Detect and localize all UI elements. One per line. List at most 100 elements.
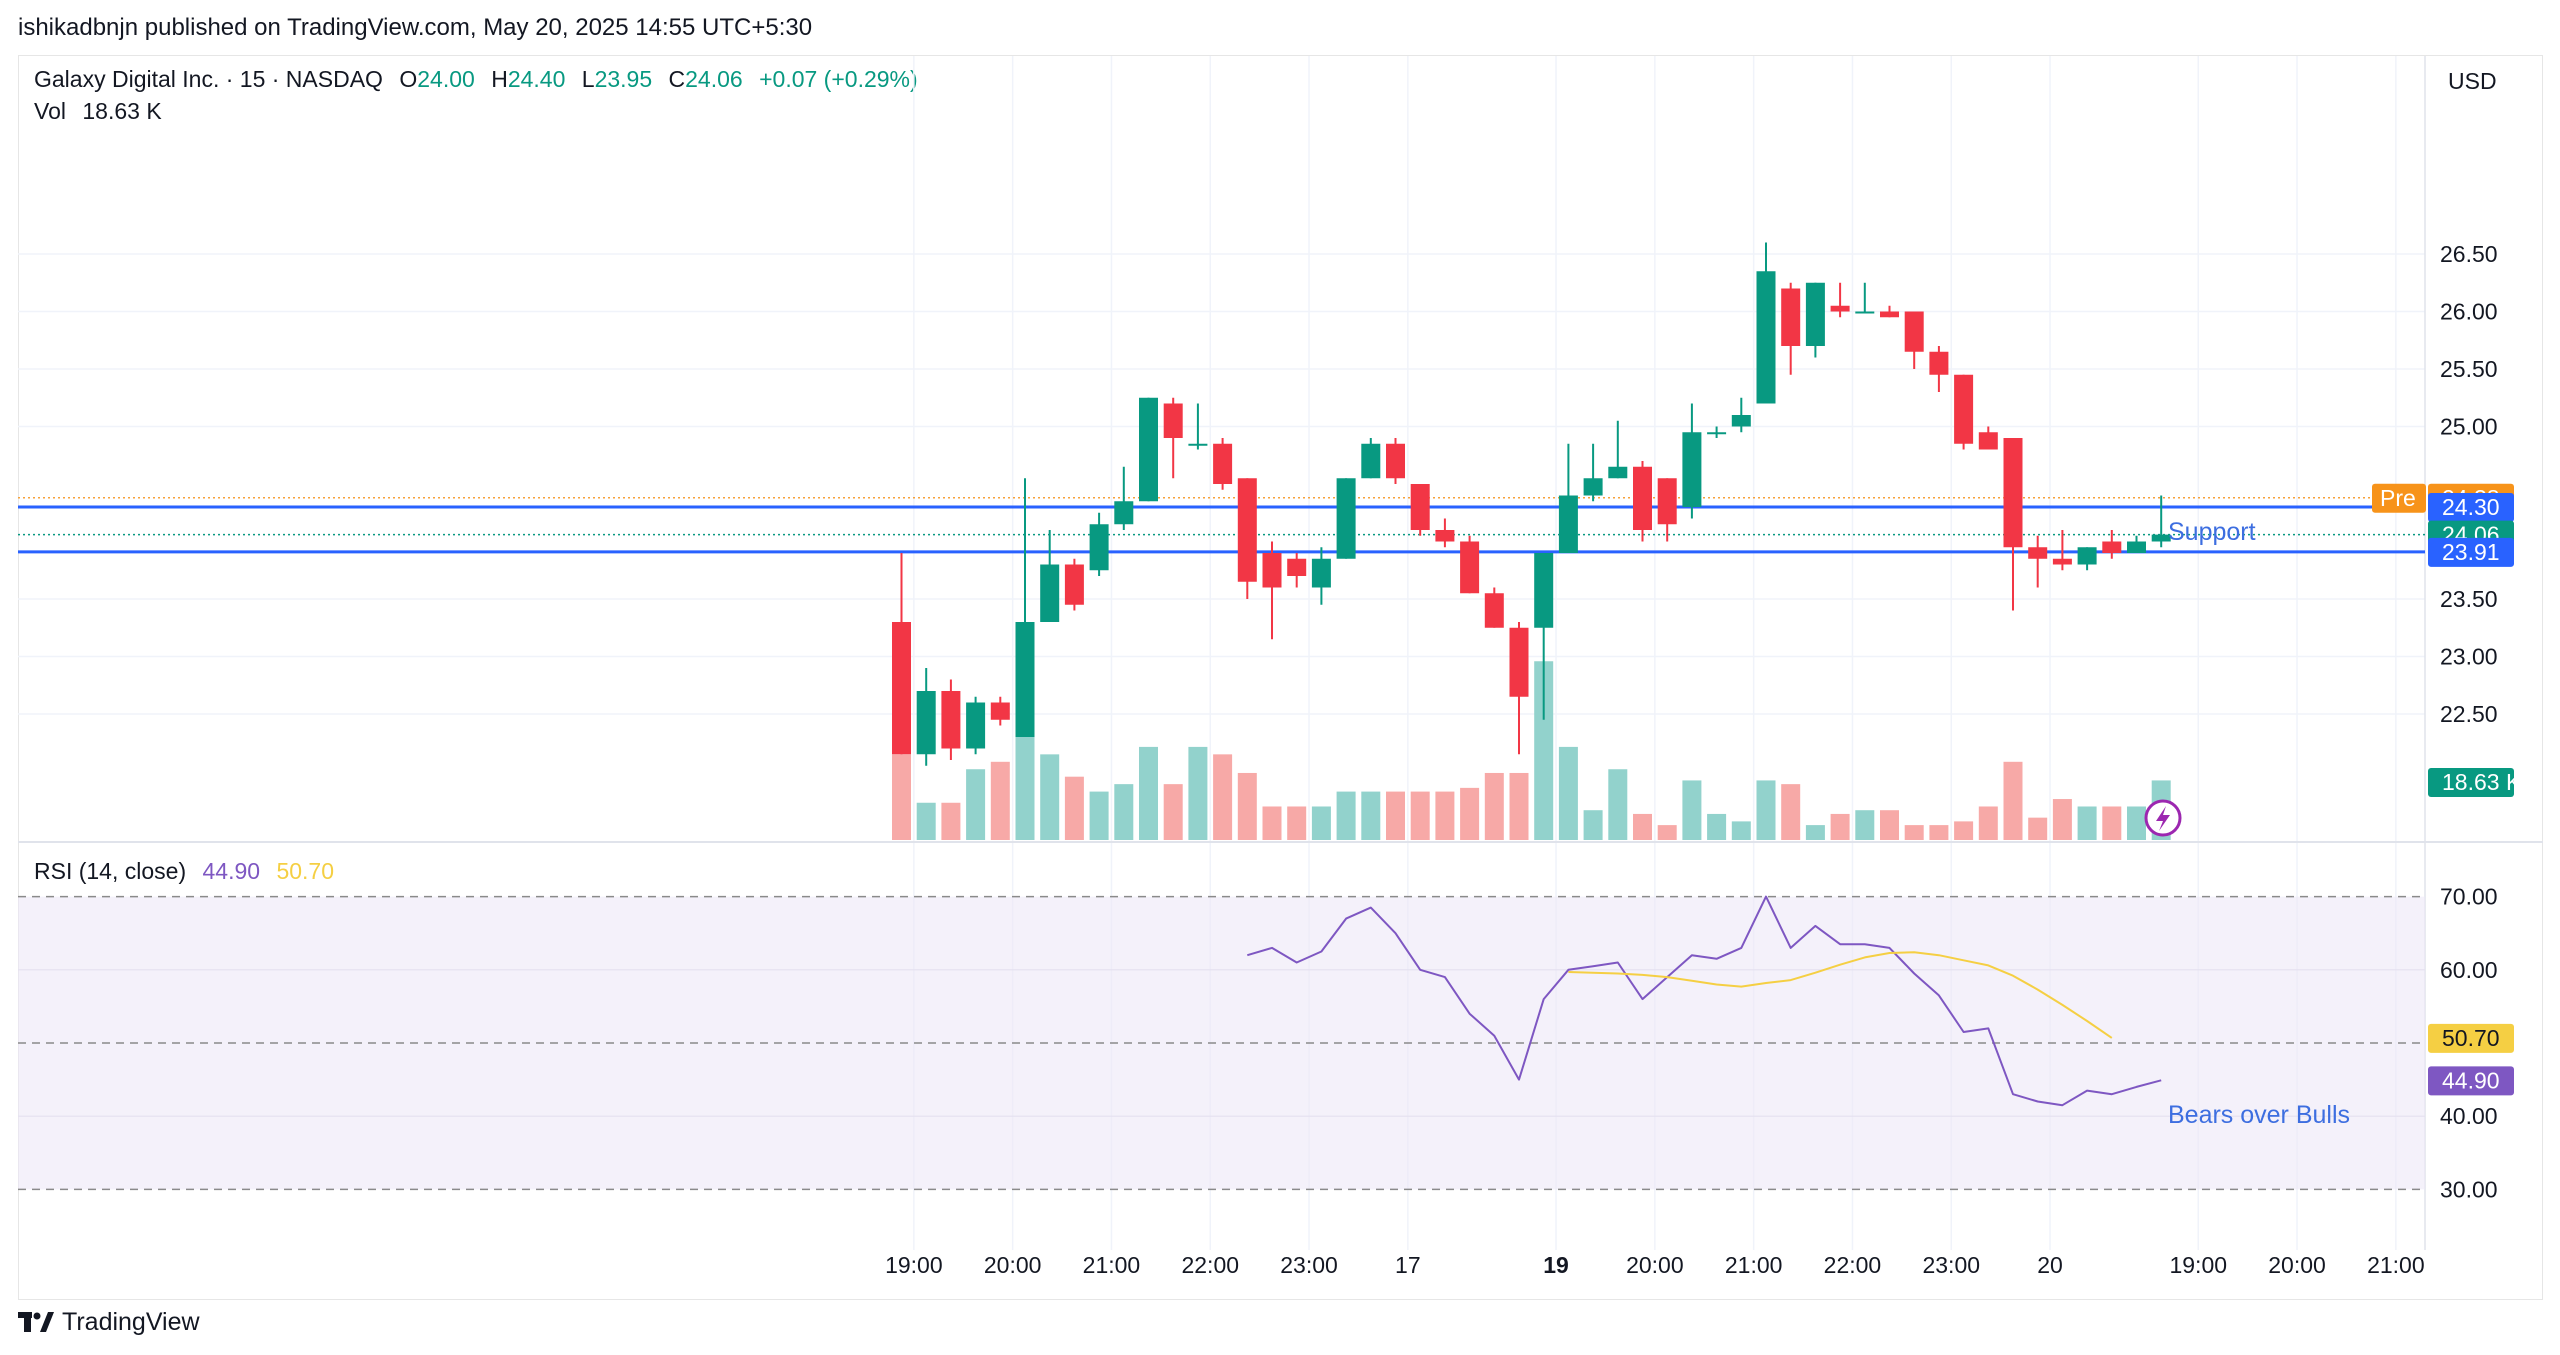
candle-body [1287,558,1307,576]
volume-bar [1410,791,1430,840]
candle-body [2052,558,2072,565]
candle-body [1929,351,1949,375]
support-annotation: Support [2168,518,2256,546]
currency-label[interactable]: USD [2448,68,2497,94]
bears-annotation: Bears over Bulls [2168,1101,2350,1129]
time-axis-label: 21:00 [1083,1252,1141,1278]
resistance-price-tag: 24.30 [2442,494,2500,520]
volume-bar [1336,791,1356,840]
volume-bar [1287,806,1307,840]
candle-body [1558,495,1578,553]
candle-body [1089,524,1109,571]
symbol-title[interactable]: Galaxy Digital Inc. · 15 · NASDAQ [34,66,383,92]
footer-brand[interactable]: TradingView [62,1308,200,1336]
volume-bar [1114,784,1134,840]
rsi-ma-tag-bg [2428,1023,2514,1053]
time-axis-label: 22:00 [1181,1252,1239,1278]
volume-bar [1386,791,1405,840]
volume-bar [1534,661,1554,840]
rsi-tag: 44.90 [2442,1067,2500,1093]
candle-body [1534,553,1554,628]
rsi-tag-bg [2428,1066,2514,1096]
candle-body [1978,432,1998,450]
volume-value: 18.63 K [82,98,162,124]
time-axis-label: 20 [2037,1252,2063,1278]
low-value: 23.95 [594,66,653,92]
time-axis-label: 23:00 [1280,1252,1338,1278]
price-axis-label: 26.00 [2440,299,2498,325]
volume-bar [1805,825,1825,840]
volume-bar [1435,791,1455,840]
candle-body [1188,443,1208,446]
candle-body [1682,432,1702,507]
open-label: O [399,66,418,92]
rsi-ma-tag: 50.70 [2442,1025,2500,1051]
candle-body [2003,438,2023,548]
support-price-tag-bg [2428,537,2514,567]
candle-body [1707,432,1727,435]
volume-bar [1904,825,1924,840]
volume-bar [1657,825,1677,840]
premarket-tag: Pre [2380,485,2416,511]
candle-body [1336,478,1356,559]
candle-body [1139,397,1158,502]
volume-bar [1855,810,1875,840]
volume-bar [2127,806,2146,840]
price-axis-label: 25.50 [2440,356,2498,382]
price-axis-label: 25.00 [2440,414,2498,440]
volume-bar [1880,810,1899,840]
volume-bar [892,754,911,840]
candle-body [1311,558,1331,588]
change-value: +0.07 (+0.29%) [759,66,918,92]
volume-bar [1583,810,1603,840]
candle-body [1657,478,1677,525]
time-axis-label: 19:00 [885,1252,943,1278]
time-axis-label: 19 [1543,1252,1569,1278]
volume-bar [1361,791,1381,840]
candle-body [1855,311,1875,314]
candle-body [1040,564,1060,622]
premarket-tag-bg [2372,483,2426,513]
volume-bar [1089,791,1109,840]
support-price-tag: 23.91 [2442,539,2500,565]
volume-bar [990,761,1010,840]
candle-body [1386,443,1405,479]
volume-tag: 18.63 K [2442,769,2522,795]
open-value: 24.00 [417,66,475,92]
high-value: 24.40 [507,66,566,92]
volume-bar [1509,772,1529,840]
candle-body [1954,374,1974,444]
volume-bar [1139,746,1158,840]
candle-body [1213,443,1233,484]
time-axis-label: 20:00 [2268,1252,2326,1278]
volume-bar [2077,806,2097,840]
candle-body [1410,484,1430,530]
time-axis-label: 21:00 [2367,1252,2425,1278]
rsi-value: 44.90 [202,858,261,884]
symbol-legend: Galaxy Digital Inc. · 15 · NASDAQ O24.00… [34,66,918,93]
high-label: H [491,66,508,92]
candle-body [1608,466,1628,479]
time-axis-label: 17 [1395,1252,1421,1278]
resistance-price-tag-bg [2428,493,2514,522]
candle-body [1731,415,1751,427]
candle-body [1361,443,1381,479]
volume-bar [1460,787,1480,840]
time-axis-label: 19:00 [2169,1252,2227,1278]
candle-body [1237,478,1257,582]
price-axis-label: 22.50 [2440,701,2498,727]
volume-bar [1756,780,1776,840]
candle-body [1583,478,1603,496]
candle-body [1509,627,1529,697]
volume-bar [1484,772,1504,840]
candle-body [2127,541,2146,553]
candle-body [941,691,961,749]
volume-bar [1064,776,1084,840]
candle-body [1163,403,1183,438]
rsi-axis-label: 30.00 [2440,1176,2498,1202]
lightning-icon [2156,806,2170,831]
price-axis-label: 23.50 [2440,586,2498,612]
volume-bar [1608,769,1628,840]
rsi-title[interactable]: RSI (14, close) [34,858,187,884]
